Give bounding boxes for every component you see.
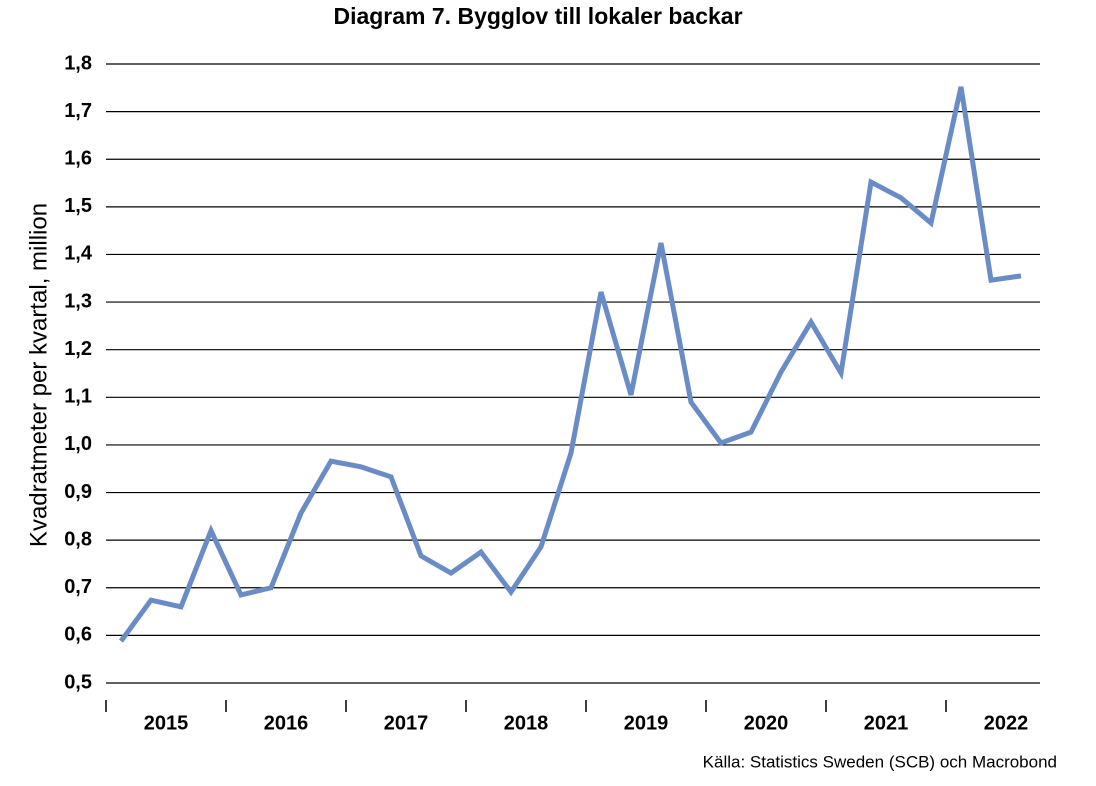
y-axis-label: Kvadratmeter per kvartal, million [25, 203, 52, 547]
y-tick-label: 0,7 [64, 576, 92, 598]
x-tick-label: 2022 [984, 712, 1029, 734]
y-tick-label: 1,3 [64, 290, 92, 312]
y-tick-label: 0,6 [64, 624, 92, 646]
y-tick-label: 1,8 [64, 52, 92, 74]
y-tick-label: 1,2 [64, 338, 92, 360]
y-tick-label: 0,9 [64, 481, 92, 503]
y-tick-label: 1,1 [64, 386, 92, 408]
x-tick-label: 2019 [624, 712, 669, 734]
y-tick-label: 1,7 [64, 100, 92, 122]
x-tick-label: 2017 [384, 712, 429, 734]
x-tick-label: 2020 [744, 712, 789, 734]
x-tick-label: 2015 [144, 712, 189, 734]
data-line [118, 86, 1022, 643]
x-tick-label: 2018 [504, 712, 549, 734]
y-tick-label: 0,8 [64, 528, 92, 550]
y-tick-label: 1,6 [64, 148, 92, 170]
y-tick-label: 1,0 [64, 433, 92, 455]
y-tick-label: 0,5 [64, 671, 92, 693]
chart-title: Diagram 7. Bygglov till lokaler backar [333, 3, 742, 29]
x-tick-label: 2016 [264, 712, 309, 734]
y-tick-label: 1,5 [64, 195, 92, 217]
source-note: Källa: Statistics Sweden (SCB) och Macro… [703, 752, 1057, 771]
y-tick-label: 1,4 [64, 243, 93, 265]
x-tick-label: 2021 [864, 712, 909, 734]
